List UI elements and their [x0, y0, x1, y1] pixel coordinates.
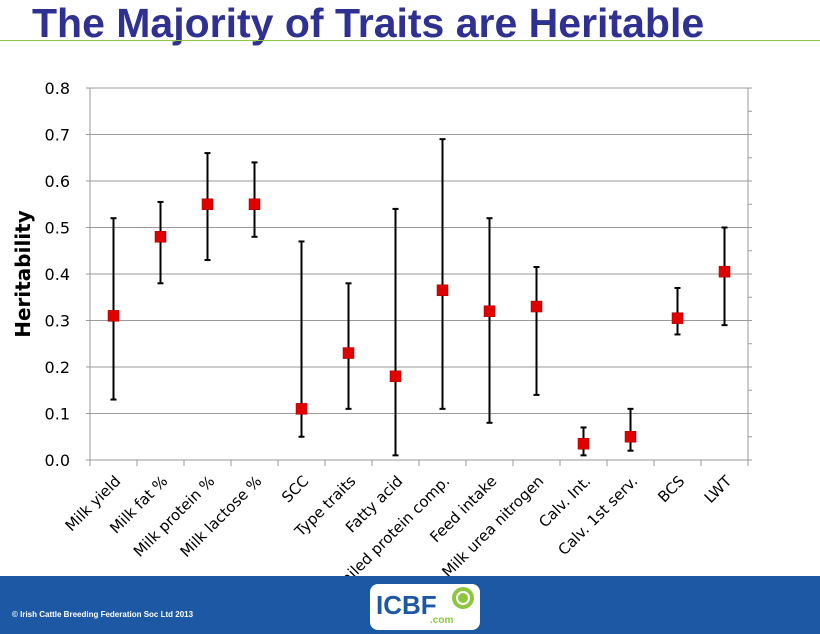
x-tick-label: Milk protein %	[130, 472, 218, 560]
chart-gridlines	[90, 87, 748, 414]
data-point	[671, 312, 684, 324]
data-point	[483, 305, 496, 317]
y-tick-label: 0.3	[45, 312, 70, 331]
data-point	[624, 431, 637, 443]
y-tick-label: 0.8	[45, 79, 70, 98]
x-axis-ticks	[89, 460, 749, 466]
footer-bar: © Irish Cattle Breeding Federation Soc L…	[0, 576, 820, 634]
y-axis-label: Heritability	[11, 210, 35, 338]
icbf-logo: ICBF .com	[370, 584, 480, 630]
data-point	[436, 284, 449, 297]
y-tick-label: 0.0	[45, 451, 70, 470]
x-tick-label: BCS	[654, 472, 688, 506]
y-tick-label: 0.6	[45, 172, 70, 191]
copyright-text: © Irish Cattle Breeding Federation Soc L…	[12, 610, 194, 619]
data-point	[577, 437, 590, 450]
logo-domain-text: .com	[430, 615, 454, 626]
logo-knot-icon	[452, 587, 474, 609]
heritability-chart: 0.0 0.1 0.2 0.3 0.4 0.5 0.6 0.7 0.8 Milk yieldMi…	[11, 79, 752, 576]
y-tick-label: 0.5	[45, 219, 70, 238]
y-tick-label: 0.2	[45, 358, 70, 377]
data-point	[530, 300, 543, 313]
y-tick-label: 0.7	[45, 126, 70, 145]
data-point	[718, 265, 731, 278]
data-point	[295, 403, 308, 415]
data-point	[389, 370, 402, 383]
data-point	[154, 231, 167, 243]
right-axis-ticks	[748, 87, 752, 461]
data-point	[342, 347, 355, 359]
x-tick-label: Milk lactose %	[177, 472, 266, 561]
y-axis-tick-labels: 0.0 0.1 0.2 0.3 0.4 0.5 0.6 0.7 0.8	[45, 79, 90, 470]
x-tick-label: LWT	[701, 472, 736, 507]
logo-text: ICBF	[376, 590, 437, 620]
y-tick-label: 0.1	[45, 405, 70, 424]
error-bars	[110, 138, 728, 457]
data-point	[248, 198, 261, 210]
slide-title: The Majority of Traits are Heritable	[32, 0, 705, 46]
data-point	[107, 310, 120, 322]
data-point	[201, 198, 214, 210]
title-underline	[0, 40, 820, 41]
x-tick-label: SCC	[278, 472, 312, 506]
data-points	[107, 198, 731, 450]
y-tick-label: 0.4	[45, 265, 70, 284]
